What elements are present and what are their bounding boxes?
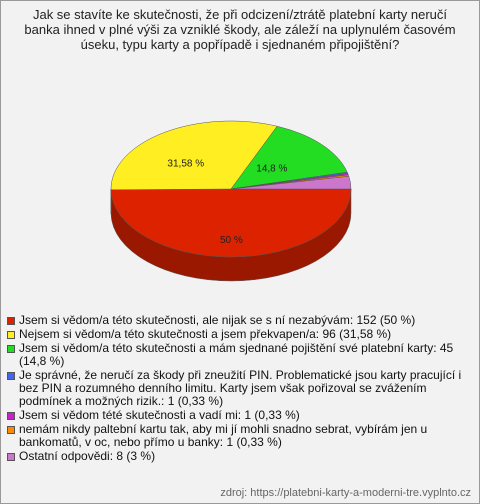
legend-label: Nejsem si vědom/a této skutečnosti a jse… <box>19 327 392 341</box>
legend: Jsem si vědom/a této skutečnosti, ale ni… <box>7 314 469 464</box>
legend-swatch <box>7 453 15 461</box>
legend-item: Ostatní odpovědi: 8 (3 %) <box>7 450 469 463</box>
chart-title: Jak se stavíte ke skutečnosti, že při od… <box>24 7 456 52</box>
legend-label: nemám nikdy paltební kartu tak, aby mi j… <box>19 422 428 449</box>
value-label: 50 % <box>220 235 243 246</box>
legend-label: Jsem si vědom tété skutečnosti a vadí mi… <box>19 408 300 422</box>
legend-label: Jsem si vědom/a této skutečnosti, ale ni… <box>19 313 416 327</box>
value-label: 31,58 % <box>167 158 204 169</box>
legend-item: nemám nikdy paltební kartu tak, aby mi j… <box>7 423 469 449</box>
slice <box>110 120 278 191</box>
legend-item: Jsem si vědom/a této skutečnosti a mám s… <box>7 342 469 368</box>
legend-item: Jsem si vědom tété skutečnosti a vadí mi… <box>7 409 469 422</box>
legend-item: Nejsem si vědom/a této skutečnosti a jse… <box>7 328 469 341</box>
legend-item: Jsem si vědom/a této skutečnosti, ale ni… <box>7 314 469 327</box>
legend-swatch <box>7 345 15 353</box>
legend-swatch <box>7 372 15 380</box>
legend-swatch <box>7 426 15 434</box>
value-label: 14,8 % <box>256 164 287 175</box>
slice <box>110 188 352 258</box>
slice <box>230 125 348 190</box>
legend-label: Je správné, že neručí za škody při zneuž… <box>19 368 462 408</box>
legend-swatch <box>7 317 15 325</box>
pie-area: 50 % 31,58 % 14,8 % <box>110 120 352 282</box>
legend-swatch <box>7 331 15 339</box>
source: zdroj: https://platebni-karty-a-moderni-… <box>220 487 471 499</box>
legend-label: Ostatní odpovědi: 8 (3 %) <box>19 449 156 463</box>
slice <box>230 176 352 190</box>
legend-label: Jsem si vědom/a této skutečnosti a mám s… <box>19 341 454 368</box>
legend-swatch <box>7 412 15 420</box>
legend-item: Je správné, že neručí za škody při zneuž… <box>7 369 469 408</box>
